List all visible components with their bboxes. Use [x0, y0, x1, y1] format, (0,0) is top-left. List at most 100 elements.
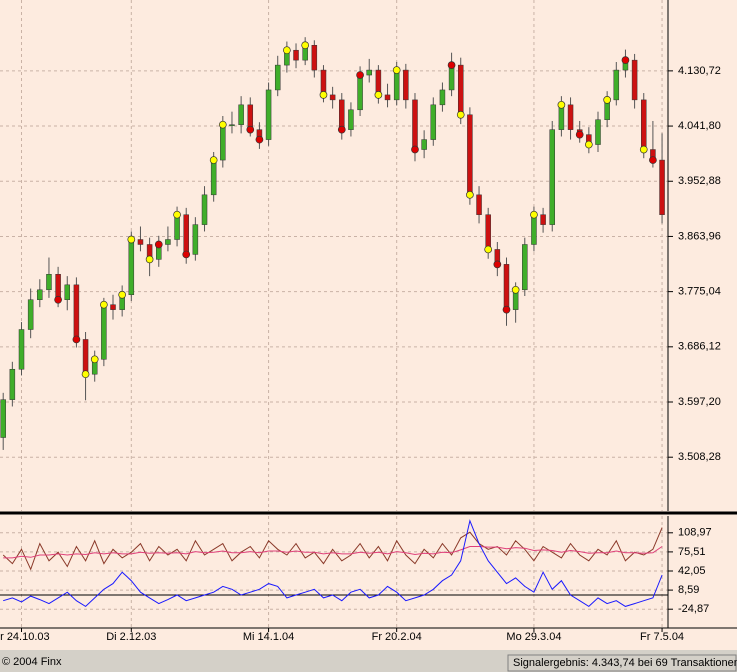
- signal-marker: [584, 140, 593, 149]
- y-tick-label: 3.775,04: [678, 286, 721, 298]
- candle-body: [439, 89, 446, 106]
- candle-body: [339, 99, 345, 130]
- y-tick-label: 75,51: [678, 546, 706, 558]
- signal-marker: [319, 91, 328, 99]
- candle-body: [357, 74, 363, 111]
- x-tick-label: Mi 14.1.04: [243, 631, 294, 643]
- signal-marker: [466, 190, 474, 199]
- x-tick-label: Fr 24.10.03: [0, 631, 50, 643]
- signal-marker: [557, 100, 566, 109]
- signal-marker: [337, 125, 346, 134]
- signal-marker: [575, 130, 584, 139]
- signal-marker: [218, 120, 227, 129]
- signal-marker: [81, 370, 90, 379]
- x-tick-label: Di 2.12.03: [106, 631, 156, 643]
- signal-marker: [255, 135, 264, 144]
- candle-body: [9, 368, 16, 400]
- candle-body: [485, 214, 491, 250]
- candle-body: [641, 99, 647, 150]
- candle-body: [137, 239, 144, 245]
- x-tick-label: Mo 29.3.04: [506, 631, 561, 643]
- candle-body: [549, 129, 555, 225]
- signal-marker: [649, 156, 657, 164]
- candle-body: [631, 59, 638, 101]
- signal-marker: [530, 210, 538, 219]
- signal-marker: [392, 66, 401, 74]
- candle-body: [595, 119, 601, 145]
- candle-body: [274, 64, 281, 91]
- signal-marker: [90, 355, 99, 364]
- y-tick-label: -24,87: [678, 603, 709, 615]
- candle-body: [613, 69, 620, 101]
- signal-marker: [154, 240, 163, 249]
- signal-marker: [502, 305, 511, 314]
- candle-body: [467, 114, 473, 196]
- signal-marker: [484, 245, 493, 254]
- signal-marker: [127, 235, 136, 244]
- signal-marker: [72, 335, 81, 344]
- signal-marker: [411, 145, 419, 154]
- y-tick-label: 3.686,12: [678, 341, 721, 353]
- candle-body: [366, 69, 372, 76]
- candle-body: [73, 284, 80, 340]
- signal-marker: [118, 290, 127, 299]
- x-tick-label: Fr 7.5.04: [640, 631, 684, 643]
- signal-marker: [301, 41, 310, 50]
- oscillator-line: [2, 527, 663, 571]
- candle-body: [476, 194, 482, 215]
- y-tick-label: 108,97: [678, 527, 712, 539]
- y-tick-label: 3.952,88: [678, 175, 721, 187]
- signal-marker: [511, 285, 520, 294]
- candle-body: [220, 124, 226, 161]
- candle-body: [192, 224, 199, 255]
- x-tick-label: Fr 20.2.04: [372, 631, 422, 643]
- signal-marker: [246, 125, 255, 134]
- candle-body: [522, 244, 528, 291]
- candle-body: [293, 49, 299, 61]
- candle-body: [82, 339, 89, 375]
- signal-marker: [182, 250, 191, 259]
- candle-body: [421, 139, 427, 150]
- candle-body: [567, 104, 574, 130]
- candle-body: [210, 159, 217, 196]
- copyright: © 2004 Finx: [2, 656, 62, 668]
- candle-body: [27, 299, 34, 330]
- candle-body: [238, 104, 244, 125]
- candle-body: [348, 109, 354, 130]
- signal-marker: [283, 46, 291, 55]
- candle-body: [430, 104, 437, 140]
- y-tick-label: 4.130,72: [678, 65, 721, 77]
- signal-marker: [173, 210, 181, 219]
- signal-marker: [356, 71, 364, 79]
- candle-body: [183, 214, 189, 255]
- signal-result: Signalergebnis: 4.343,74 bei 69 Transakt…: [513, 657, 737, 669]
- signal-marker: [209, 156, 218, 164]
- candle-body: [46, 274, 52, 291]
- candle-body: [110, 304, 116, 310]
- candle-body: [384, 94, 391, 101]
- candle-body: [503, 264, 510, 310]
- signal-marker: [456, 110, 465, 119]
- candle-body: [128, 239, 135, 296]
- oscillator-line: [3, 519, 663, 608]
- y-tick-label: 3.863,96: [678, 230, 721, 242]
- y-tick-label: 3.508,28: [678, 451, 721, 463]
- candle-body: [201, 194, 208, 225]
- candle-body: [403, 69, 409, 101]
- y-tick-label: 8,59: [678, 584, 699, 596]
- signal-marker: [100, 300, 108, 309]
- background: [0, 0, 737, 650]
- y-tick-label: 4.041,80: [678, 120, 721, 132]
- signal-marker: [54, 295, 62, 304]
- result-box: [507, 654, 737, 672]
- signal-marker: [639, 145, 648, 154]
- candle-body: [0, 399, 6, 438]
- candle-body: [311, 44, 318, 71]
- candle-body: [540, 214, 546, 225]
- candle-body: [18, 329, 25, 370]
- candle-body: [393, 69, 400, 101]
- candle-body: [101, 304, 107, 360]
- signal-marker: [447, 61, 456, 69]
- candle-body: [457, 64, 464, 116]
